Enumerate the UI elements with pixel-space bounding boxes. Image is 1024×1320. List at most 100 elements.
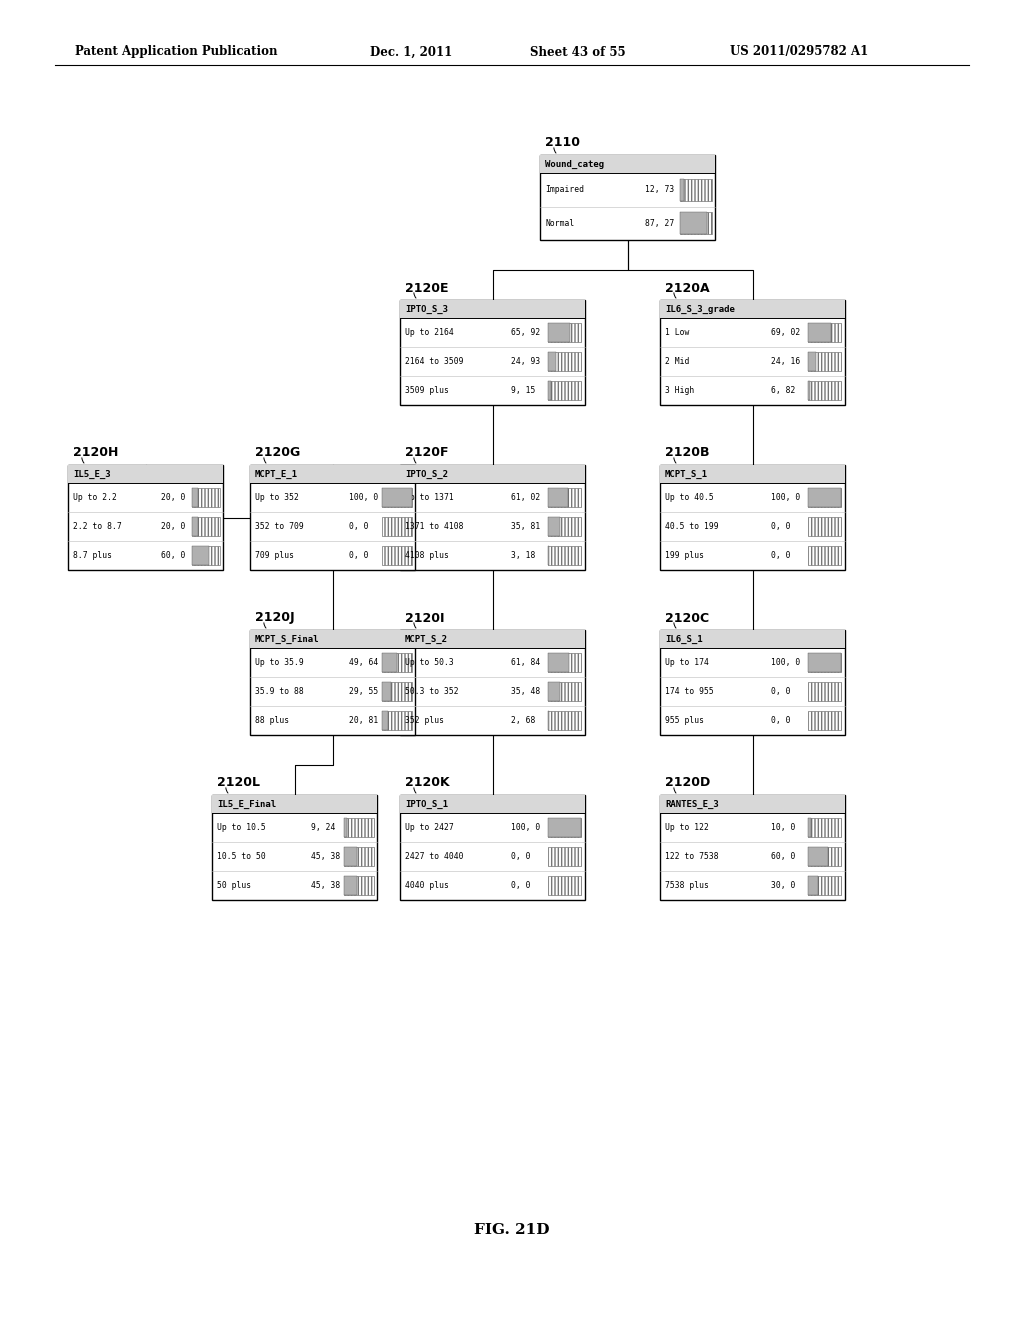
- Text: 2120F: 2120F: [406, 446, 449, 459]
- Bar: [212, 795, 377, 900]
- Text: 100, 0: 100, 0: [771, 492, 800, 502]
- Text: 2120J: 2120J: [255, 611, 295, 624]
- Text: Up to 174: Up to 174: [665, 657, 709, 667]
- Text: 6, 82: 6, 82: [771, 385, 796, 395]
- Bar: [808, 488, 842, 507]
- Text: 2120C: 2120C: [665, 611, 710, 624]
- Bar: [660, 465, 845, 483]
- Bar: [400, 465, 585, 570]
- Text: 30, 0: 30, 0: [771, 880, 796, 890]
- Text: Up to 1371: Up to 1371: [406, 492, 454, 502]
- Text: 2120E: 2120E: [406, 281, 449, 294]
- Text: IPTO_S_3: IPTO_S_3: [406, 305, 449, 314]
- Text: 88 plus: 88 plus: [255, 715, 289, 725]
- Bar: [193, 488, 220, 507]
- Text: 10.5 to 50: 10.5 to 50: [217, 851, 266, 861]
- Bar: [400, 795, 585, 900]
- Bar: [548, 352, 556, 371]
- Bar: [193, 517, 220, 536]
- Text: 24, 93: 24, 93: [511, 356, 541, 366]
- Text: 2120K: 2120K: [406, 776, 450, 789]
- Text: Up to 2.2: Up to 2.2: [73, 492, 117, 502]
- Bar: [382, 546, 412, 565]
- Text: 100, 0: 100, 0: [349, 492, 378, 502]
- Bar: [382, 653, 412, 672]
- Text: 3 High: 3 High: [665, 385, 694, 395]
- Text: 45, 38: 45, 38: [311, 880, 340, 890]
- Text: 29, 55: 29, 55: [349, 686, 378, 696]
- Bar: [548, 653, 582, 672]
- Bar: [660, 795, 845, 813]
- Text: FIG. 21D: FIG. 21D: [474, 1224, 550, 1237]
- Text: 60, 0: 60, 0: [161, 550, 185, 560]
- Text: MCPT_S_2: MCPT_S_2: [406, 635, 449, 644]
- Text: 3509 plus: 3509 plus: [406, 385, 449, 395]
- Text: Sheet 43 of 55: Sheet 43 of 55: [530, 45, 626, 58]
- Text: 2 Mid: 2 Mid: [665, 356, 689, 366]
- Text: 40.5 to 199: 40.5 to 199: [665, 521, 719, 531]
- Text: 20, 0: 20, 0: [161, 521, 185, 531]
- Text: 1 Low: 1 Low: [665, 327, 689, 337]
- Bar: [548, 323, 582, 342]
- Text: Up to 2164: Up to 2164: [406, 327, 454, 337]
- Bar: [808, 653, 842, 672]
- Bar: [382, 488, 412, 507]
- Bar: [548, 546, 582, 565]
- Bar: [548, 488, 568, 507]
- Bar: [250, 465, 415, 483]
- Text: 3, 18: 3, 18: [511, 550, 536, 560]
- Bar: [660, 300, 845, 405]
- Bar: [680, 180, 684, 201]
- Text: 61, 02: 61, 02: [511, 492, 541, 502]
- Text: 2120B: 2120B: [665, 446, 710, 459]
- Text: Up to 352: Up to 352: [255, 492, 299, 502]
- Bar: [808, 682, 842, 701]
- Bar: [382, 711, 388, 730]
- Bar: [548, 711, 582, 730]
- Text: 49, 64: 49, 64: [349, 657, 378, 667]
- Text: 352 to 709: 352 to 709: [255, 521, 304, 531]
- Text: Dec. 1, 2011: Dec. 1, 2011: [370, 45, 453, 58]
- Text: 9, 15: 9, 15: [511, 385, 536, 395]
- Text: 8.7 plus: 8.7 plus: [73, 550, 112, 560]
- Bar: [548, 517, 560, 536]
- Bar: [344, 818, 347, 837]
- Bar: [808, 381, 810, 400]
- Text: 352 plus: 352 plus: [406, 715, 444, 725]
- Text: Up to 10.5: Up to 10.5: [217, 822, 266, 832]
- Bar: [382, 488, 412, 507]
- Text: 2427 to 4040: 2427 to 4040: [406, 851, 464, 861]
- Text: 35, 48: 35, 48: [511, 686, 541, 696]
- Text: 35, 81: 35, 81: [511, 521, 541, 531]
- Text: 20, 0: 20, 0: [161, 492, 185, 502]
- Text: Wound_categ: Wound_categ: [545, 160, 604, 169]
- Text: 2120H: 2120H: [73, 446, 119, 459]
- Bar: [250, 630, 415, 648]
- Bar: [193, 517, 198, 536]
- Bar: [68, 465, 223, 570]
- Bar: [808, 847, 828, 866]
- Bar: [808, 546, 842, 565]
- Text: 0, 0: 0, 0: [771, 521, 791, 531]
- Bar: [212, 795, 377, 813]
- Text: 69, 02: 69, 02: [771, 327, 800, 337]
- Text: 2.2 to 8.7: 2.2 to 8.7: [73, 521, 122, 531]
- Text: 50 plus: 50 plus: [217, 880, 251, 890]
- Text: 2120I: 2120I: [406, 611, 444, 624]
- Bar: [548, 818, 582, 837]
- Bar: [382, 682, 412, 701]
- Text: Up to 50.3: Up to 50.3: [406, 657, 454, 667]
- Text: 2120G: 2120G: [255, 446, 300, 459]
- Text: MCPT_S_Final: MCPT_S_Final: [255, 635, 319, 644]
- Text: 100, 0: 100, 0: [771, 657, 800, 667]
- Bar: [808, 381, 842, 400]
- Bar: [808, 711, 842, 730]
- Text: IL6_S_3_grade: IL6_S_3_grade: [665, 305, 735, 314]
- Text: 2164 to 3509: 2164 to 3509: [406, 356, 464, 366]
- Text: 2120L: 2120L: [217, 776, 260, 789]
- Text: 12, 73: 12, 73: [645, 185, 674, 194]
- Text: 60, 0: 60, 0: [771, 851, 796, 861]
- Text: 35.9 to 88: 35.9 to 88: [255, 686, 304, 696]
- Text: IL5_E_Final: IL5_E_Final: [217, 800, 276, 809]
- Text: 24, 16: 24, 16: [771, 356, 800, 366]
